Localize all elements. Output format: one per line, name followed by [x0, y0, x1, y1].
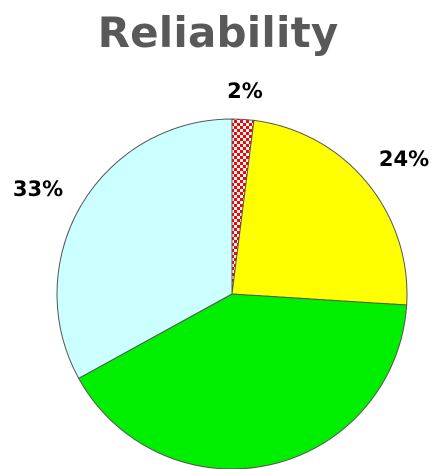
pie-label-24-percent: 24%: [379, 147, 429, 171]
pie-slice-41-percent: [77, 293, 408, 469]
chart-title: Reliability: [97, 8, 339, 57]
pie-label-33-percent: 33%: [13, 177, 63, 201]
pie-slice-24-percent: [231, 119, 408, 306]
pie-label-2-percent: 2%: [227, 79, 263, 103]
pie-slice-33-percent: [56, 118, 233, 379]
